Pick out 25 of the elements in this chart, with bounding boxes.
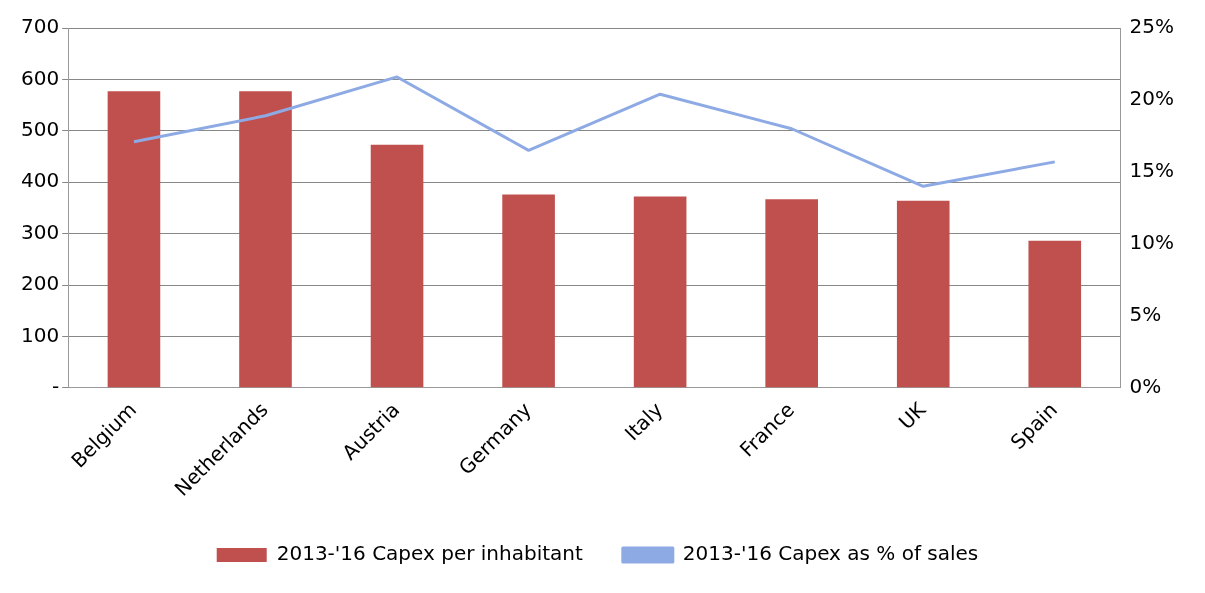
bar <box>370 144 424 388</box>
y2-tick-label: 10% <box>1129 230 1174 255</box>
y2-tick-label: 5% <box>1129 302 1162 327</box>
y-tick-label: 400 <box>20 168 60 193</box>
y-tick-label: 100 <box>20 322 60 347</box>
bar <box>896 200 950 388</box>
y2-tick-label: 25% <box>1129 14 1174 39</box>
y-tick-label: 600 <box>20 65 60 90</box>
y-tick-label: 700 <box>20 14 60 39</box>
y2-tick-label: 15% <box>1129 158 1174 183</box>
bar <box>1028 240 1082 388</box>
y2-tick-label: 20% <box>1129 86 1174 111</box>
bar <box>107 91 161 388</box>
bar <box>502 194 555 388</box>
legend-label: 2013-'16 Capex as % of sales <box>682 541 979 566</box>
x-tick-label: UK <box>893 396 932 435</box>
bar <box>765 199 818 388</box>
y-tick-label: 500 <box>20 117 60 142</box>
y-tick-label: - <box>51 374 60 399</box>
bar <box>633 196 687 388</box>
y-tick-label: 200 <box>20 271 60 296</box>
y-tick-label: 300 <box>20 219 60 244</box>
legend-label: 2013-'16 Capex per inhabitant <box>276 541 583 566</box>
y2-tick-label: 0% <box>1129 374 1162 399</box>
bar <box>239 91 292 388</box>
